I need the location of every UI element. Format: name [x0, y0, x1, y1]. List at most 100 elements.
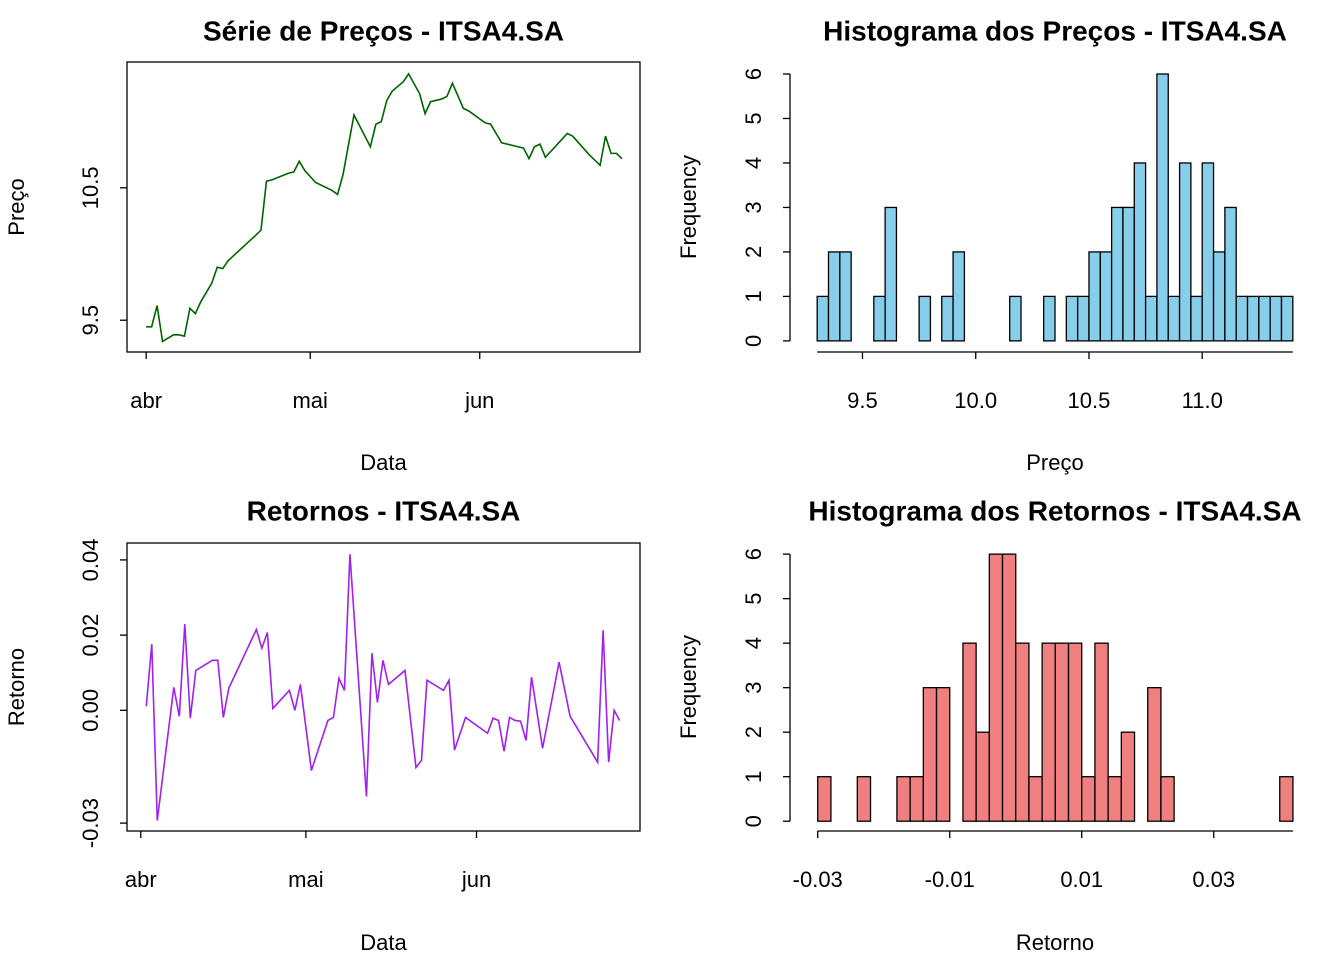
x-tick-label: 0.01 — [1060, 867, 1103, 892]
y-tick-label: 1 — [741, 771, 766, 783]
histogram-bar — [1107, 776, 1122, 822]
histogram-bar — [1144, 295, 1158, 342]
y-tick-label: 4 — [741, 157, 766, 169]
histogram-bar — [1246, 295, 1260, 342]
histogram-bar — [935, 687, 951, 822]
histogram-bar — [896, 776, 911, 822]
x-tick-label: 10.0 — [954, 388, 997, 413]
histogram-bar — [884, 206, 898, 342]
chart-title: Histograma dos Retornos - ITSA4.SA — [808, 495, 1301, 526]
series-line — [145, 554, 621, 821]
x-tick-label: abr — [130, 388, 162, 413]
x-axis-label: Data — [360, 450, 407, 475]
histogram-bar — [1065, 295, 1079, 342]
histogram-bar — [1235, 295, 1249, 342]
y-axis-label: Frequency — [676, 635, 701, 739]
x-axis-label: Data — [360, 930, 407, 955]
x-tick-label: 11.0 — [1182, 388, 1223, 413]
y-tick-label: 0.04 — [78, 539, 103, 582]
x-tick-label: -0.01 — [925, 867, 975, 892]
y-tick-label: -0.03 — [78, 798, 103, 848]
histogram-bar — [1212, 251, 1226, 342]
histogram-bar — [1269, 295, 1283, 342]
y-tick-label: 0.00 — [78, 689, 103, 732]
histogram-bar — [856, 776, 872, 822]
y-tick-label: 6 — [741, 548, 766, 560]
histogram-bar — [1190, 295, 1203, 342]
histogram-bar — [1258, 295, 1271, 342]
x-tick-label: 9.5 — [847, 388, 878, 413]
x-axis-label: Preço — [1026, 450, 1083, 475]
histogram-bar — [1001, 553, 1017, 822]
histogram-bar — [827, 251, 841, 342]
histogram-bar — [1043, 295, 1056, 342]
histogram-bar — [952, 251, 966, 342]
x-tick-label: -0.03 — [793, 867, 843, 892]
histogram-bar — [1147, 687, 1162, 822]
histogram-bar — [918, 295, 932, 342]
histogram-bar — [1088, 251, 1101, 342]
x-axis-label: Retorno — [1016, 930, 1094, 955]
histogram-bar — [1110, 206, 1124, 342]
y-tick-label: 5 — [741, 593, 766, 605]
histogram-bar — [1081, 776, 1096, 822]
y-tick-label: 10.5 — [78, 166, 103, 209]
histogram-bar — [1028, 776, 1043, 822]
y-axis-label: Preço — [4, 178, 29, 235]
histogram-bar — [1178, 162, 1192, 342]
histogram-bar — [909, 776, 924, 822]
histogram-bar — [1120, 731, 1136, 822]
y-axis-label: Retorno — [4, 648, 29, 726]
histogram-bar — [1094, 642, 1109, 822]
x-tick-label: 10.5 — [1068, 388, 1111, 413]
y-tick-label: 0 — [741, 815, 766, 827]
histogram-bar — [1054, 642, 1070, 822]
y-tick-label: 6 — [741, 68, 766, 80]
series-line — [146, 72, 623, 343]
histogram-bar — [941, 295, 954, 342]
histogram-bar — [1067, 642, 1083, 822]
plot-box — [126, 542, 641, 832]
x-tick-label: abr — [125, 867, 157, 892]
histogram-bar — [962, 642, 977, 822]
y-tick-label: 4 — [741, 637, 766, 649]
y-tick-label: 0 — [741, 335, 766, 347]
chart-title: Série de Preços - ITSA4.SA — [203, 15, 564, 46]
y-tick-label: 3 — [741, 682, 766, 694]
chart-title: Histograma dos Preços - ITSA4.SA — [823, 15, 1287, 46]
histogram-bar — [1076, 295, 1090, 342]
histogram-bar — [975, 731, 990, 822]
histogram-bar — [816, 295, 830, 342]
y-tick-label: 9.5 — [78, 305, 103, 336]
histogram-bar — [873, 295, 886, 342]
y-tick-label: 2 — [741, 246, 766, 258]
histogram-bar — [839, 251, 852, 342]
x-tick-label: jun — [464, 388, 494, 413]
histogram-bar — [1099, 251, 1113, 342]
histogram-bar — [1201, 162, 1215, 342]
histogram-bar — [1015, 642, 1030, 822]
histogram-bar — [1167, 295, 1181, 342]
histogram-bar — [1160, 776, 1175, 822]
y-tick-label: 2 — [741, 726, 766, 738]
histogram-bar — [922, 687, 938, 822]
histogram-bar — [1280, 295, 1294, 342]
x-tick-label: mai — [288, 867, 323, 892]
histogram-bar — [1122, 206, 1135, 342]
histogram-bar — [1009, 295, 1022, 342]
x-tick-label: jun — [461, 867, 491, 892]
histogram-bar — [1133, 162, 1147, 342]
histogram-bar — [817, 776, 832, 822]
y-tick-label: 3 — [741, 201, 766, 213]
x-tick-label: 0.03 — [1192, 867, 1235, 892]
histogram-bar — [1224, 206, 1237, 342]
histogram-bar — [1041, 642, 1056, 822]
x-tick-label: mai — [292, 388, 327, 413]
histogram-bar — [1156, 73, 1169, 342]
y-tick-label: 5 — [741, 112, 766, 124]
plot-box — [126, 61, 641, 353]
histogram-bar — [988, 553, 1004, 822]
